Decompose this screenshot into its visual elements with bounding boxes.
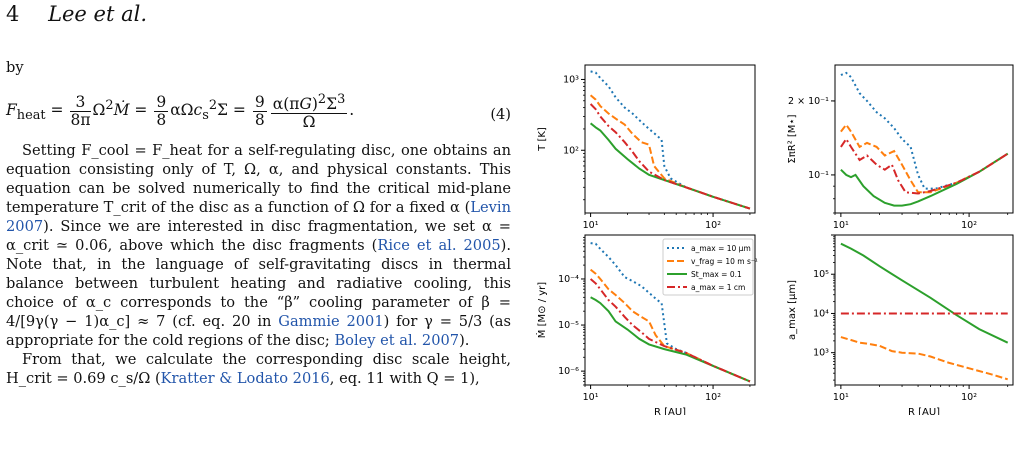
by-word: by (6, 59, 24, 76)
x-axis-label: R [AU] (908, 407, 940, 415)
citation-gammie[interactable]: Gammie 2001 (278, 313, 384, 330)
series-line (840, 152, 1009, 207)
paragraph-2: From that, we calculate the correspondin… (6, 351, 511, 387)
citation-boley[interactable]: Boley et al. 2007 (334, 332, 460, 349)
series-line (840, 71, 1009, 190)
figure-panels: 10¹ 10² 10² 10³ T [K] 10¹ 10² 10⁻¹ 2 × 10⁻¹ ΣπR² … (535, 64, 1014, 415)
y-axis-label: ΣπR² [M⋆] (787, 114, 798, 163)
series-line (590, 70, 751, 210)
x-tick-label: 10¹ (583, 220, 599, 231)
y-tick-label: 10⁻⁴ (558, 274, 579, 285)
y-tick-label: 10² (563, 145, 579, 156)
legend-label: a_max = 1 cm (691, 283, 745, 292)
x-tick-label: 10¹ (833, 220, 849, 231)
series-line (589, 103, 751, 210)
citation-rice[interactable]: Rice et al. 2005 (377, 237, 501, 254)
y-tick-label: 10⁵ (813, 269, 829, 280)
x-tick-label: 10¹ (833, 392, 849, 403)
series-line (589, 122, 751, 210)
y-tick-label: 10⁻¹ (808, 170, 829, 181)
y-tick-label: 10³ (563, 74, 579, 85)
equation-body: Fheat = 3 8π Ω2Ṁ = 9 8 αΩcs2Σ = 9 8 α(πG)2Σ3 Ω. (6, 92, 355, 132)
paragraph-1: Setting F_cool = F_heat for a self-regul… (6, 142, 512, 349)
series-line (589, 278, 751, 383)
legend-label: v_frag = 10 m s⁻¹ (691, 257, 758, 266)
y-tick-label: 10³ (813, 348, 829, 359)
series-line (840, 336, 1008, 381)
x-tick-label: 10¹ (583, 392, 599, 403)
citation-levin[interactable]: Levin 2007 (6, 199, 511, 235)
x-tick-label: 10² (705, 392, 721, 403)
series-line (840, 123, 1009, 194)
y-tick-label: 10⁴ (813, 308, 829, 319)
y-axis-label: T [K] (537, 127, 548, 152)
text-column: by Fheat = 3 8π Ω2Ṁ = 9 8 αΩcs2Σ = 9 8 α(πG)2Σ… (6, 58, 511, 388)
citation-kratter[interactable]: Kratter & Lodato 2016 (160, 370, 330, 387)
legend-label: a_max = 10 μm (691, 244, 751, 253)
y-axis-label: Ṁ [M⊙ / yr] (535, 282, 548, 338)
equation-number: (4) (490, 106, 511, 123)
y-tick-label: 2 × 10⁻¹ (788, 96, 829, 107)
plot-frame (834, 234, 1014, 386)
plot-frame (834, 64, 1014, 214)
y-tick-label: 10⁻⁶ (558, 366, 579, 377)
x-tick-label: 10² (961, 220, 977, 231)
running-header: 4 Lee et al. (6, 2, 147, 26)
series-line (589, 94, 751, 210)
y-axis-label: a_max [μm] (787, 280, 798, 340)
plot-frame (584, 234, 756, 386)
plot-frame (584, 64, 756, 214)
legend-box (662, 238, 754, 296)
series-line (840, 137, 1009, 195)
x-axis-label: R [AU] (654, 407, 686, 415)
page-number: 4 (6, 2, 20, 26)
equation-4: Fheat = 3 8π Ω2Ṁ = 9 8 αΩcs2Σ = 9 8 α(πG)2Σ3 Ω.… (6, 83, 511, 141)
legend-label: St_max = 0.1 (691, 270, 742, 279)
x-tick-label: 10² (961, 392, 977, 403)
x-tick-label: 10² (705, 220, 721, 231)
y-tick-label: 10⁻⁵ (558, 320, 579, 331)
series-line (840, 242, 1009, 344)
series-line (590, 296, 751, 383)
running-head: Lee et al. (48, 2, 147, 26)
